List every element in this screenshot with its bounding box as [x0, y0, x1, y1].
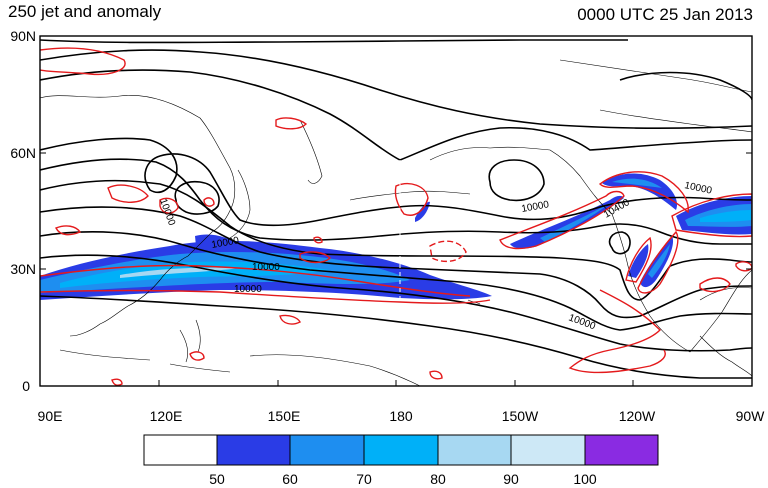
- jet-trough-streak-2: [640, 236, 674, 288]
- anomaly-tropical-2: [189, 351, 205, 361]
- contour-label-3: 10000: [234, 284, 262, 295]
- lon-tick-120e: 120E: [150, 408, 183, 424]
- low-hudson: [608, 231, 631, 255]
- anomaly-ne-pacific: [499, 190, 625, 250]
- lon-tick-90e: 90E: [38, 408, 63, 424]
- colorbar-bin-4: [437, 434, 512, 466]
- colorbar-label-80: 80: [430, 471, 446, 487]
- anomaly-tropical-1: [279, 314, 301, 325]
- arctic-contour: [40, 39, 628, 44]
- colorbar-bin-2: [289, 434, 365, 466]
- north-america-west: [611, 213, 691, 353]
- lon-tick-180: 180: [389, 408, 413, 424]
- colorbar: 50 60 70 80 90 100: [143, 434, 659, 487]
- anomaly-na-ridge: [598, 171, 689, 214]
- low-bering: [488, 159, 545, 202]
- jet-na-ridge-inner: [612, 178, 662, 188]
- anomaly-mongolia: [107, 184, 149, 203]
- new-guinea: [249, 354, 421, 386]
- colorbar-label-60: 60: [282, 471, 298, 487]
- contour-label-4: 10000: [521, 199, 551, 215]
- anomaly-central-pacific: [429, 240, 467, 263]
- anomaly-tropical-3: [429, 370, 443, 380]
- anomaly-pacific-jet: [40, 264, 471, 297]
- lon-tick-120w: 120W: [619, 408, 656, 424]
- lat-axis: 90N 60N 30N 0: [10, 28, 752, 394]
- contour-1: [40, 49, 752, 129]
- anomaly-ne-china: [159, 197, 179, 214]
- colorbar-bin-6: [584, 434, 659, 466]
- contour-3: [40, 137, 752, 227]
- colorbar-bin-0: [143, 434, 218, 466]
- contour-6: [40, 206, 752, 319]
- lon-tick-150e: 150E: [268, 408, 301, 424]
- kamchatka: [299, 119, 323, 184]
- asia-coast: [40, 95, 236, 337]
- anomaly-okhotsk-sm: [203, 197, 215, 207]
- anomaly-contours: [40, 47, 752, 386]
- jet-trough-streak-2-inner: [648, 244, 670, 278]
- lon-tick-90w: 90W: [736, 408, 766, 424]
- arctic-canada: [559, 59, 752, 133]
- height-contours: [40, 39, 752, 379]
- colorbar-label-90: 90: [503, 471, 519, 487]
- anomaly-siberia: [275, 117, 308, 130]
- colorbar-label-100: 100: [573, 471, 597, 487]
- anomaly-eastern-us: [671, 193, 752, 238]
- indonesia: [59, 349, 231, 373]
- anomaly-trough-1: [625, 236, 652, 283]
- contour-9: [40, 295, 752, 379]
- lat-tick-30n: 30N: [10, 261, 36, 277]
- jet-trough-streak-1: [628, 244, 649, 278]
- pacific-jet-core-inner: [60, 261, 330, 288]
- contour-7: [40, 231, 752, 331]
- anomaly-japan-sm: [313, 236, 323, 244]
- anomaly-trough-2: [637, 230, 679, 294]
- contour-2: [40, 69, 752, 161]
- low-okhotsk: [174, 180, 220, 215]
- lon-tick-150w: 150W: [502, 408, 539, 424]
- anomaly-indian: [111, 378, 123, 386]
- map-title: 250 jet and anomaly: [8, 2, 162, 21]
- anomaly-subtropical-na: [568, 289, 666, 374]
- coastlines: [40, 59, 752, 386]
- jet-streak-dateline: [415, 201, 430, 222]
- anomaly-arctic-nw: [40, 47, 126, 76]
- contour-label-7: 10000: [683, 180, 713, 197]
- contour-label-1: 10000: [211, 235, 241, 251]
- anomaly-pacific-jet-lower: [40, 289, 491, 305]
- map-panel: 10000 10000 10000 10000 10000 10400 1000…: [40, 39, 752, 386]
- aleutians: [349, 190, 471, 201]
- alaska: [429, 146, 613, 215]
- anomaly-tibet: [55, 225, 82, 236]
- arctic-low-2: [619, 71, 752, 101]
- anomaly-pacific-mid: [299, 251, 331, 264]
- colorbar-label-70: 70: [356, 471, 372, 487]
- anomaly-gulf: [699, 277, 731, 293]
- colorbar-bin-5: [510, 434, 586, 466]
- contour-label-2: 10000: [252, 262, 280, 273]
- central-america: [699, 335, 752, 377]
- contour-4: [40, 158, 752, 245]
- lat-tick-0: 0: [22, 378, 30, 394]
- lat-tick-90n: 90N: [10, 28, 36, 44]
- anomaly-dateline-blob: [394, 182, 429, 216]
- colorbar-label-50: 50: [209, 471, 225, 487]
- north-america-east: [689, 269, 752, 353]
- jet-eastern-us-inner: [700, 210, 752, 222]
- lon-axis: 90E 120E 150E 180 150W 120W 90W: [38, 380, 766, 424]
- colorbar-bin-3: [363, 434, 439, 466]
- lat-tick-60n: 60N: [10, 145, 36, 161]
- map-frame: [39, 35, 753, 387]
- jet-ne-pacific-inner: [540, 202, 612, 242]
- philippines: [179, 319, 201, 363]
- colorbar-bin-1: [216, 434, 291, 466]
- map-datetime: 0000 UTC 25 Jan 2013: [577, 5, 753, 24]
